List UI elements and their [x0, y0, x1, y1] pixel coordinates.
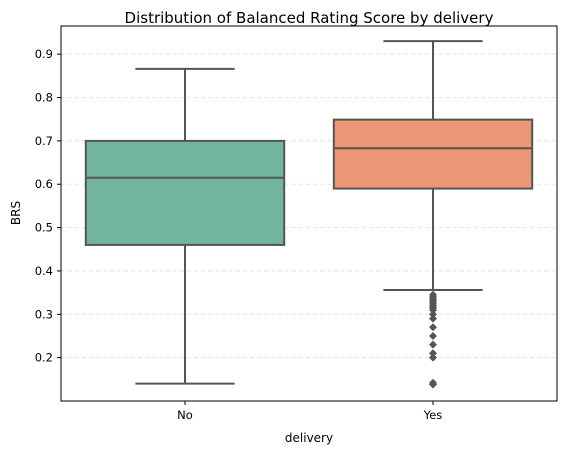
x-tick-label: Yes — [423, 408, 443, 422]
y-tick-label: 0.7 — [35, 134, 53, 148]
y-tick-label: 0.8 — [35, 91, 53, 105]
y-axis-ticks: 0.2 0.3 0.4 0.5 0.6 0.7 0.8 0.9 — [35, 47, 61, 365]
chart-title: Distribution of Balanced Rating Score by… — [125, 9, 494, 27]
y-tick-label: 0.4 — [35, 264, 53, 278]
box-no — [84, 67, 286, 385]
outlier-point — [429, 331, 437, 340]
y-axis-label: BRS — [9, 201, 23, 225]
outlier-point — [429, 349, 437, 358]
y-tick-label: 0.5 — [35, 221, 53, 235]
y-tick-label: 0.2 — [35, 351, 53, 365]
x-tick-label: No — [177, 408, 193, 422]
outlier-point — [429, 314, 437, 323]
boxes-group — [84, 40, 534, 389]
iqr-box — [84, 139, 286, 246]
iqr-box — [332, 118, 534, 190]
plot-frame — [60, 25, 558, 402]
x-axis-label: delivery — [285, 431, 333, 445]
outlier-point — [429, 340, 437, 349]
y-tick-label: 0.6 — [35, 177, 53, 191]
outlier-point — [429, 305, 437, 314]
outlier-point — [429, 310, 437, 319]
box-yes — [332, 40, 534, 389]
outlier-point — [429, 353, 437, 362]
outlier-point — [429, 380, 437, 389]
x-axis-ticks: No Yes — [177, 401, 442, 422]
outlier-point — [429, 323, 437, 332]
y-tick-label: 0.3 — [35, 307, 53, 321]
y-tick-label: 0.9 — [35, 47, 53, 61]
